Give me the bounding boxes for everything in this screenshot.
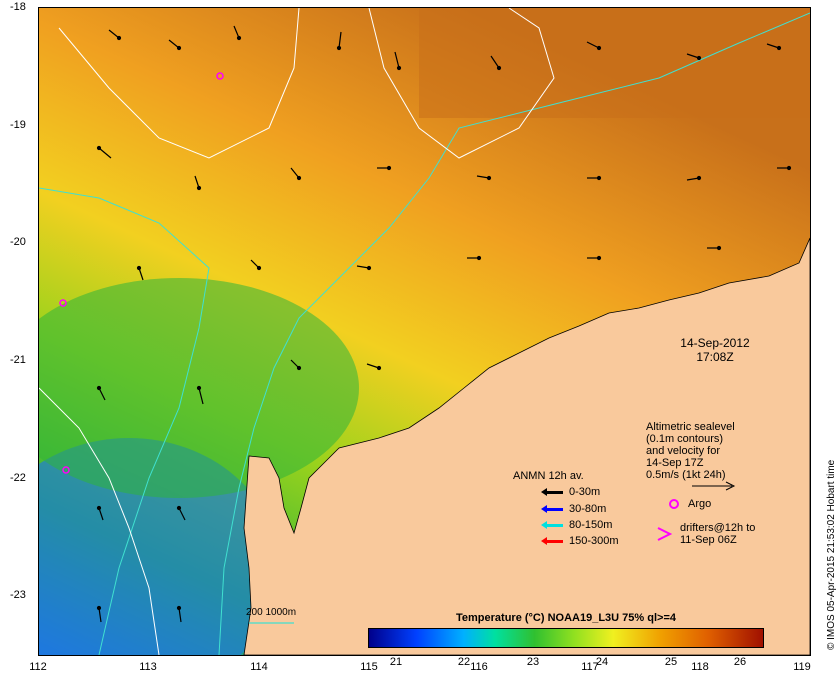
y-tick-label: -18 xyxy=(10,1,26,13)
datestamp: 14-Sep-2012 17:08Z xyxy=(655,336,775,364)
y-tick-label: -22 xyxy=(10,472,26,484)
argo-marker xyxy=(62,466,70,474)
anmn-legend-item: 30-80m xyxy=(541,503,607,515)
x-tick-label: 117 xyxy=(581,661,599,673)
drifters-line: drifters@12h to xyxy=(680,522,756,534)
y-tick-label: -20 xyxy=(10,236,26,248)
sealevel-contour xyxy=(368,8,555,159)
isobath-200m xyxy=(218,12,810,655)
sst-warm-patch xyxy=(419,8,810,118)
anmn-legend-label: 30-80m xyxy=(569,503,607,515)
anmn-legend-item: 0-30m xyxy=(541,486,601,498)
drifters-line: 11-Sep 06Z xyxy=(680,534,737,546)
colorbar-tick: 26 xyxy=(733,656,747,668)
colorbar-tick: 21 xyxy=(389,656,403,668)
anmn-legend-label: 80-150m xyxy=(569,519,613,531)
argo-marker xyxy=(59,299,67,307)
anmn-legend-label: 0-30m xyxy=(569,486,601,498)
drifter-chevron-icon xyxy=(657,527,673,541)
land-mainland xyxy=(243,237,810,655)
drifters-legend: drifters@12h to 11-Sep 06Z xyxy=(656,522,755,546)
argo-legend: Argo xyxy=(668,498,711,510)
x-tick-label: 114 xyxy=(250,661,268,673)
altimetry-note: Altimetric sealevel (0.1m contours) and … xyxy=(646,421,735,481)
sst-map xyxy=(38,7,811,656)
altimetry-line: 14-Sep 17Z xyxy=(646,457,704,469)
colorbar-tick: 24 xyxy=(595,656,609,668)
y-tick-label: -23 xyxy=(10,589,26,601)
arrow-icon xyxy=(541,536,563,545)
datestamp-time: 17:08Z xyxy=(696,350,734,364)
arrow-icon xyxy=(541,487,563,496)
argo-marker xyxy=(216,72,224,80)
anmn-legend-item: 150-300m xyxy=(541,535,619,547)
altimetry-line: 0.5m/s (1kt 24h) xyxy=(646,469,726,481)
arrow-icon xyxy=(541,504,563,513)
arrow-icon xyxy=(541,520,563,529)
anmn-legend-item: 80-150m xyxy=(541,519,613,531)
x-tick-label: 112 xyxy=(29,661,47,673)
altimetry-line: and velocity for xyxy=(646,445,720,457)
y-tick-label: -19 xyxy=(10,119,26,131)
x-tick-label: 119 xyxy=(793,661,811,673)
x-tick-label: 116 xyxy=(470,661,488,673)
sealevel-contour xyxy=(58,8,300,159)
velocity-arrows xyxy=(96,25,792,623)
isobath-label: 200 1000m xyxy=(246,607,297,618)
x-tick-label: 113 xyxy=(139,661,157,673)
velocity-scale-arrow xyxy=(692,481,736,491)
sealevel-contour xyxy=(39,387,160,655)
datestamp-date: 14-Sep-2012 xyxy=(680,336,750,350)
altimetry-line: (0.1m contours) xyxy=(646,433,724,445)
argo-label: Argo xyxy=(688,498,712,510)
colorbar-tick: 22 xyxy=(457,656,471,668)
y-tick-label: -21 xyxy=(10,354,26,366)
colorbar-tick: 25 xyxy=(664,656,678,668)
x-tick-label: 118 xyxy=(691,661,709,673)
credit-text: © IMOS 05-Apr-2015 21:53:02 Hobart time xyxy=(826,459,837,650)
anmn-legend-title: ANMN 12h av. xyxy=(513,470,584,482)
colorbar-tick: 23 xyxy=(526,656,540,668)
altimetry-line: Altimetric sealevel xyxy=(646,421,735,433)
argo-icon xyxy=(669,499,679,509)
colorbar xyxy=(368,628,764,648)
x-tick-label: 115 xyxy=(360,661,378,673)
isobath-1000m xyxy=(39,187,210,655)
anmn-legend-label: 150-300m xyxy=(569,535,619,547)
colorbar-title: Temperature (°C) NOAA19_L3U 75% ql>=4 xyxy=(456,612,676,624)
